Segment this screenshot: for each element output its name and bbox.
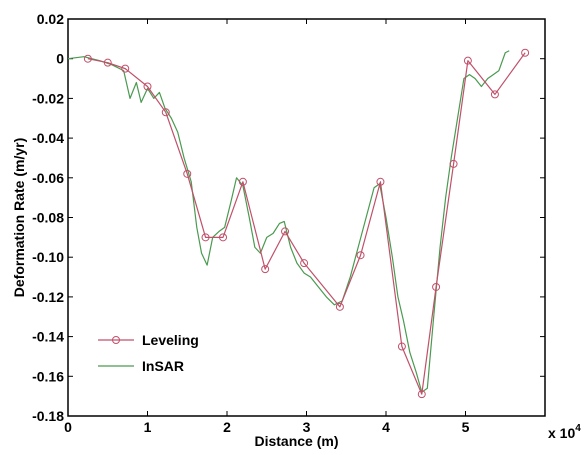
- data-point-leveling: [143, 82, 152, 91]
- legend: Leveling InSAR: [98, 332, 199, 374]
- y-tick-label: -0.02: [32, 90, 64, 106]
- data-point-leveling: [161, 108, 170, 117]
- x-tick-label: 3: [303, 419, 311, 435]
- data-point-leveling: [397, 342, 406, 351]
- data-point-leveling: [376, 177, 385, 186]
- x-axis-label: Distance (m): [254, 433, 338, 449]
- x-axis-multiplier-exponent: 4: [575, 423, 581, 434]
- data-point-leveling: [432, 282, 441, 291]
- y-axis-label: Deformation Rate (m/yr): [11, 138, 27, 297]
- data-point-leveling: [449, 159, 458, 168]
- y-tick-label: -0.18: [32, 408, 64, 424]
- x-axis-multiplier-base: x 10: [548, 425, 575, 441]
- data-point-leveling: [238, 177, 247, 186]
- y-tick-label: 0: [56, 51, 64, 67]
- data-point-leveling: [121, 64, 130, 73]
- y-tick-label: -0.16: [32, 368, 64, 384]
- y-tick-label: -0.14: [32, 329, 64, 345]
- data-point-leveling: [201, 233, 210, 242]
- data-point-leveling: [490, 90, 499, 99]
- legend-marker-leveling: [112, 336, 120, 344]
- data-point-leveling: [417, 390, 426, 399]
- series-line-leveling: [87, 52, 526, 395]
- data-point-leveling: [335, 302, 344, 311]
- data-point-leveling: [103, 58, 112, 67]
- series-group: [67, 48, 530, 399]
- data-point-leveling: [521, 48, 530, 57]
- legend-label-leveling: Leveling: [142, 332, 199, 348]
- data-point-leveling: [463, 56, 472, 65]
- x-tick-label: 1: [144, 419, 152, 435]
- y-tick-label: -0.06: [32, 170, 64, 186]
- data-point-leveling: [261, 265, 270, 274]
- y-tick-label: -0.04: [32, 130, 64, 146]
- data-point-leveling: [183, 169, 192, 178]
- y-tick-label: 0.02: [37, 11, 64, 27]
- x-tick-label: 0: [64, 419, 72, 435]
- data-point-leveling: [356, 251, 365, 260]
- y-tick-label: -0.08: [32, 210, 64, 226]
- x-tick-label: 4: [382, 419, 390, 435]
- legend-label-insar: InSAR: [142, 358, 184, 374]
- y-tick-label: -0.10: [32, 249, 64, 265]
- axis-ticks: 0 1 2 3 4 5 0.02 0 -0.02 -0.04 -0.06 -0.08 -0.10 -0.1…: [32, 11, 545, 435]
- data-point-leveling: [281, 227, 290, 236]
- series-line-insar: [67, 50, 510, 393]
- x-tick-label: 5: [462, 419, 470, 435]
- data-point-leveling: [300, 259, 309, 268]
- x-axis-multiplier: x 104: [548, 423, 581, 441]
- data-point-leveling: [219, 233, 228, 242]
- y-tick-label: -0.12: [32, 289, 64, 305]
- x-tick-label: 2: [223, 419, 231, 435]
- data-point-leveling: [83, 54, 92, 63]
